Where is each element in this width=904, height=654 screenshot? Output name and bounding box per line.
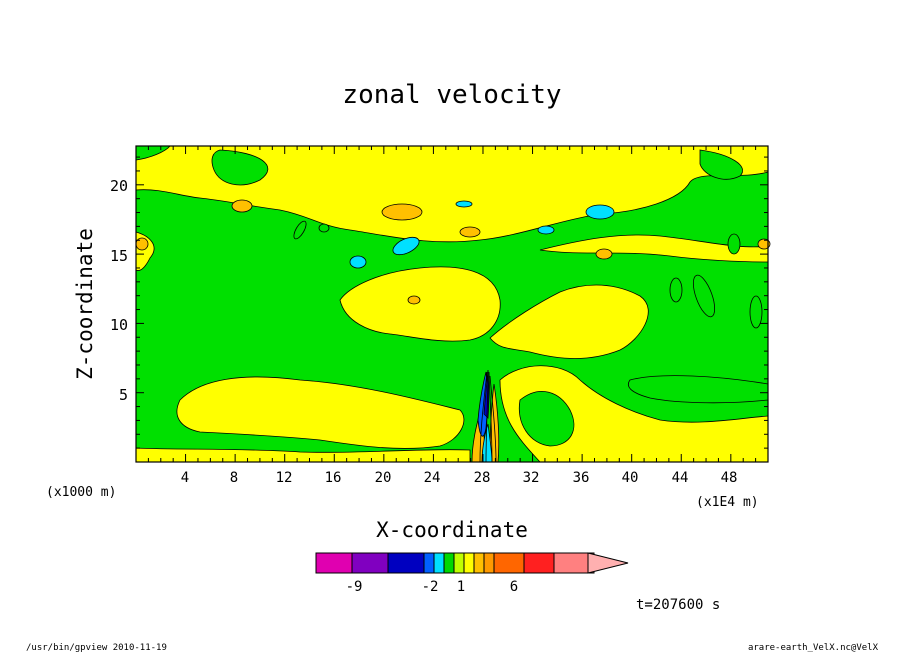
upper-green-island: [699, 149, 743, 180]
plot-area: [135, 145, 771, 463]
cyan-cell: [455, 200, 473, 208]
right-ridge-green: [628, 375, 769, 404]
cyan-cell: [392, 236, 420, 256]
orange-cell: [381, 203, 423, 221]
x-tick-label: 12: [276, 470, 293, 486]
y-unit-label: (x1000 m): [46, 485, 116, 500]
colorbar: -9 -2 1 6: [315, 552, 629, 595]
y-tick-label: 20: [110, 177, 128, 195]
orange-cell: [757, 238, 771, 250]
lower-yellow-strip: [135, 447, 471, 463]
colorbar-cell: [463, 552, 475, 574]
green-oval: [692, 274, 716, 318]
x-tick-label: 24: [424, 470, 441, 486]
y-tick-label: 15: [110, 247, 128, 265]
x-tick-label: 44: [672, 470, 689, 486]
negative-cells: [349, 200, 615, 269]
plot-frame: [135, 145, 769, 463]
x-axis-label: X-coordinate: [376, 518, 528, 542]
x-tick-label: 20: [375, 470, 392, 486]
cyan-cell: [349, 255, 367, 269]
colorbar-cell: [453, 552, 465, 574]
x-tick-label: 32: [523, 470, 540, 486]
green-oval: [749, 295, 763, 329]
central-yellow-blob: [339, 266, 501, 342]
upper-yellow-band: [135, 145, 769, 243]
x-tick-label: 28: [474, 470, 491, 486]
colorbar-cell: [473, 552, 485, 574]
footer-right: arare-earth_VelX.nc@VelX: [748, 643, 879, 653]
wave-line: [485, 371, 489, 463]
green-oval: [727, 233, 741, 255]
y-tick-label: 5: [119, 386, 128, 404]
wave-line: [489, 375, 497, 463]
right-lower-inner-green: [518, 391, 575, 447]
orange-cell: [595, 248, 613, 260]
lower-left-yellow: [176, 376, 465, 449]
upper-green-island: [211, 149, 269, 186]
colorbar-cell: [423, 552, 435, 574]
y-axis-label: Z-coordinate: [73, 228, 97, 380]
time-label: t=207600 s: [636, 597, 720, 613]
x-tick-label: 16: [325, 470, 342, 486]
x-tick-labels: 4 8 12 16 20 24 28 32 36 40 44 48: [181, 470, 738, 486]
colorbar-label: 1: [457, 579, 465, 595]
colorbar-cell: [483, 552, 495, 574]
colorbar-label: -2: [422, 579, 439, 595]
green-oval: [669, 277, 683, 303]
x-tick-label: 4: [181, 470, 189, 486]
colorbar-cell: [351, 552, 389, 574]
colorbar-label: 6: [510, 579, 518, 595]
colorbar-cell: [315, 552, 353, 574]
x-tick-label: 48: [721, 470, 738, 486]
right-mid-yellow: [489, 284, 649, 359]
cyan-cell: [537, 225, 555, 235]
colorbar-label: -9: [346, 579, 363, 595]
green-oval: [318, 223, 330, 233]
x-tick-label: 40: [622, 470, 639, 486]
y-tick-labels: 5 10 15 20: [110, 177, 128, 404]
wave-line: [479, 371, 488, 463]
positive-cells: [135, 199, 771, 305]
near-zero-islands: [211, 149, 763, 329]
orange-cell: [407, 295, 421, 305]
x-tick-label: 8: [230, 470, 238, 486]
x-tick-label: 36: [573, 470, 590, 486]
colorbar-arrow: [587, 552, 629, 574]
orange-cell: [231, 199, 253, 213]
colorbar-cell: [433, 552, 445, 574]
mountain-wave-column: [471, 369, 500, 463]
orange-cell: [459, 226, 481, 238]
chart-title: zonal velocity: [342, 80, 561, 110]
colorbar-cells: [315, 552, 595, 574]
colorbar-cell: [387, 552, 425, 574]
y-tick-label: 10: [110, 316, 128, 334]
cyan-cell: [585, 204, 615, 220]
footer-left: /usr/bin/gpview 2010-11-19: [26, 643, 167, 653]
colorbar-cell: [493, 552, 525, 574]
wave-line: [488, 371, 493, 463]
colorbar-cell: [523, 552, 555, 574]
positive-regions: [135, 145, 769, 463]
green-oval: [293, 220, 307, 240]
colorbar-cell: [443, 552, 455, 574]
tick-marks: [136, 146, 768, 462]
x-unit-label: (x1E4 m): [696, 495, 759, 510]
